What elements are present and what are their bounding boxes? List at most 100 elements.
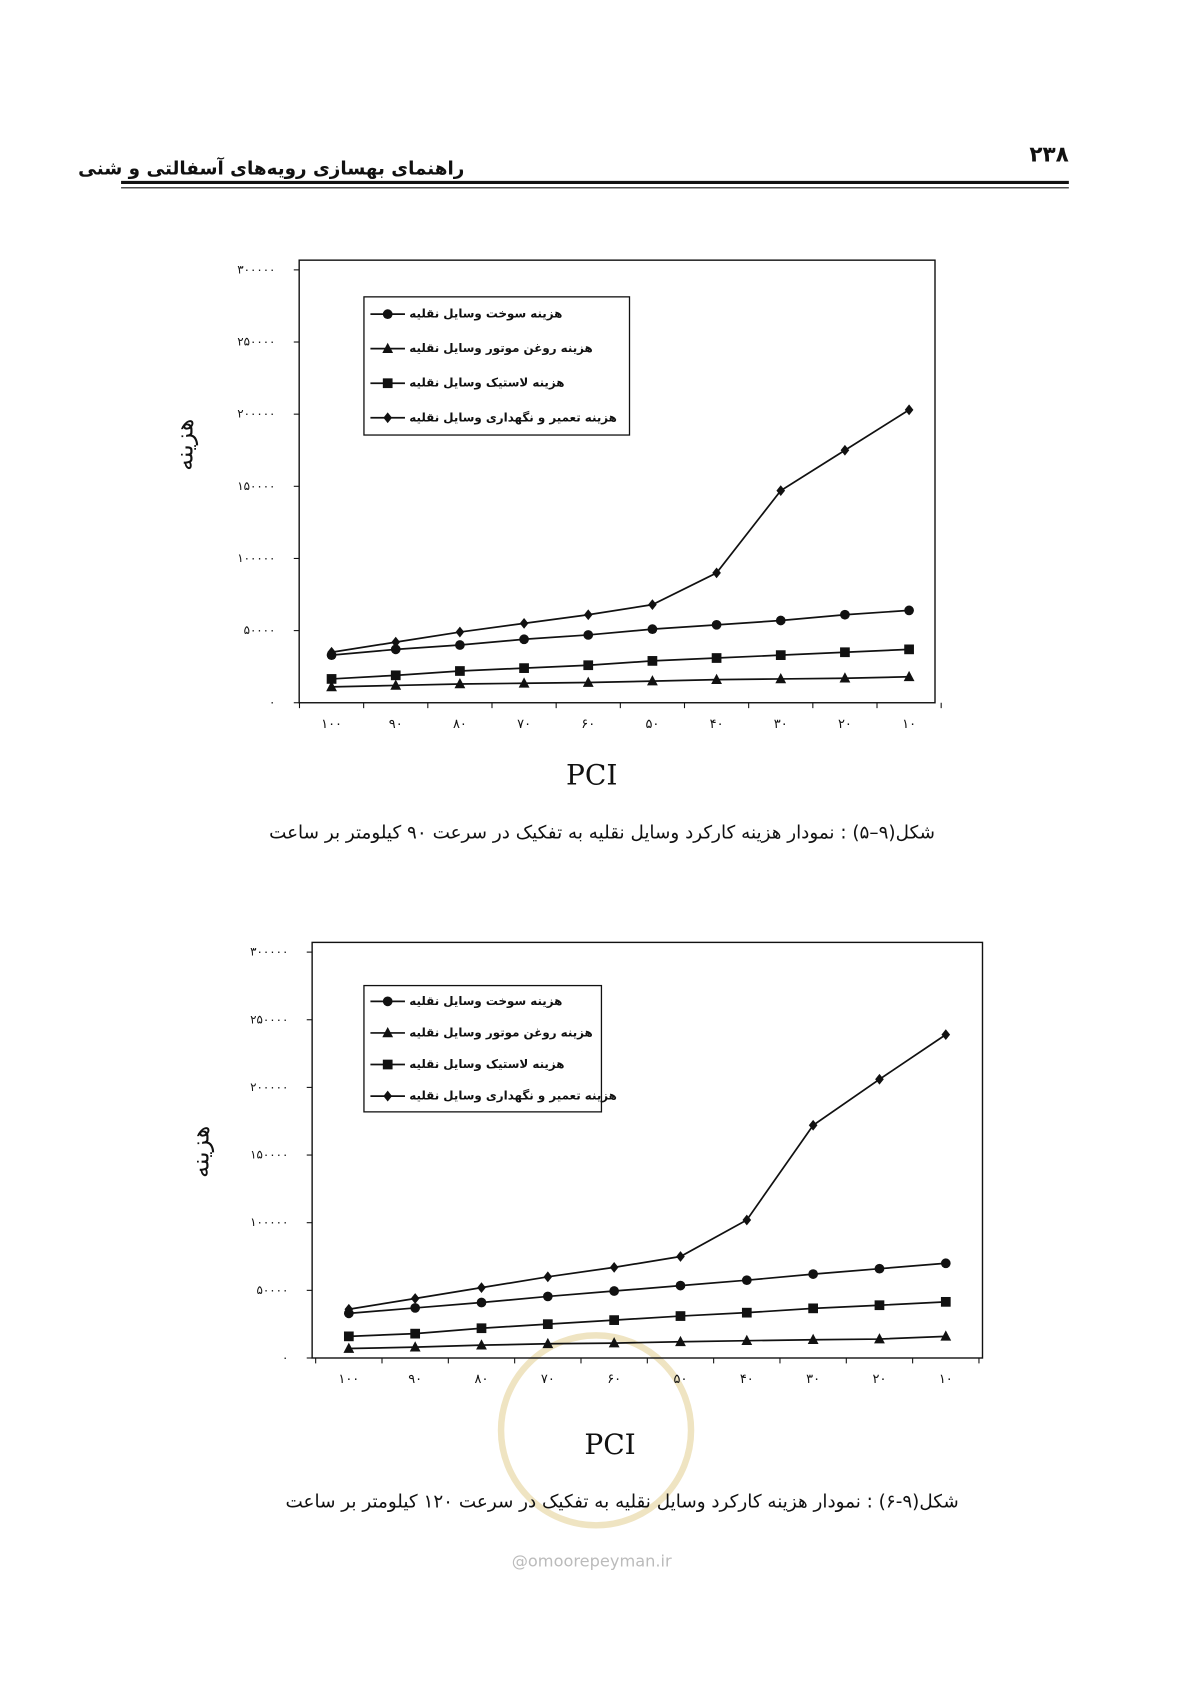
x-tick-label: ۲۰ (873, 1372, 887, 1387)
series-line (331, 675, 910, 688)
legend-label: هزینه لاستیک وسایل نقلیه (409, 376, 564, 391)
data-point (583, 609, 593, 621)
data-point (839, 672, 851, 683)
data-point (455, 640, 465, 650)
legend-box (363, 296, 631, 436)
data-point (542, 1319, 553, 1330)
data-point (648, 599, 657, 611)
data-point (326, 680, 337, 692)
legend-label: هزینه تعمیر و نگهداری وسایل نقلیه (409, 410, 617, 425)
legend-label: هزینه لاستیک وسایل نقلیه (409, 1057, 564, 1072)
y-tick-label: ۱۵۰۰۰۰ (250, 1148, 288, 1162)
data-point (391, 636, 401, 648)
data-point (775, 615, 786, 626)
data-point (343, 1342, 355, 1353)
data-point (409, 1341, 421, 1352)
x-tick-label: ۵۰ (674, 1372, 688, 1387)
data-point (382, 309, 393, 319)
data-point (344, 1303, 354, 1315)
data-point (382, 1059, 393, 1070)
x-tick-label: ۲۰ (838, 717, 852, 732)
data-point (609, 1261, 619, 1273)
data-point (455, 666, 465, 676)
y-tick-label: ۲۰۰۰۰۰ (237, 407, 275, 421)
data-point (711, 653, 722, 663)
data-point (454, 678, 466, 689)
data-point (675, 1335, 686, 1347)
watermark: @omoorepeyman.ir (512, 1552, 672, 1571)
series-line (348, 1335, 946, 1350)
data-point (383, 1090, 393, 1102)
data-point (840, 647, 850, 658)
data-point (808, 1303, 818, 1314)
data-point (609, 1286, 620, 1296)
data-point (941, 1029, 951, 1041)
legend-label: هزینه تعمیر و نگهداری وسایل نقلیه (409, 1089, 617, 1104)
data-point (583, 630, 594, 640)
series-line (348, 1262, 946, 1315)
data-point (382, 342, 394, 353)
data-point (940, 1258, 951, 1269)
watermark-logo (497, 1332, 695, 1529)
data-point (410, 1303, 421, 1313)
data-point (775, 650, 786, 660)
y-tick-label: ۳۰۰۰۰۰ (250, 945, 288, 959)
data-point (676, 1251, 685, 1262)
data-point (455, 626, 465, 638)
data-point (476, 1323, 487, 1334)
figure-caption: شکل(۹–۵) : نمودار هزینه کارکرد وسایل نقل… (269, 822, 935, 843)
y-tick-label: ۲۰۰۰۰۰ (250, 1080, 288, 1094)
data-point (647, 656, 658, 666)
data-point (904, 605, 914, 616)
y-tick-label: ۱۵۰۰۰۰ (237, 479, 275, 493)
data-point (840, 444, 850, 456)
data-point (382, 1026, 394, 1038)
data-point (940, 1296, 951, 1307)
legend-label: هزینه سوخت وسایل نقلیه (409, 994, 562, 1009)
data-point (390, 679, 402, 690)
series-line (331, 648, 910, 680)
data-point (609, 1315, 620, 1325)
legend-box (363, 984, 603, 1113)
data-point (382, 996, 393, 1007)
data-point (874, 1263, 885, 1274)
data-point (874, 1333, 885, 1344)
x-tick-label: ۱۰۰ (338, 1372, 359, 1387)
x-tick-label: ۴۰ (740, 1372, 754, 1387)
data-point (543, 1271, 553, 1283)
data-point (904, 404, 914, 416)
x-tick-label: ۶۰ (607, 1372, 621, 1387)
x-tick-label: ۷۰ (541, 1372, 555, 1387)
y-tick-label: ۰ (282, 1350, 288, 1364)
x-axis-title: PCI (584, 1428, 635, 1461)
data-point (711, 673, 722, 684)
y-tick-label: ۵۰۰۰۰ (244, 623, 276, 637)
data-point (519, 634, 529, 645)
data-point (712, 567, 721, 579)
data-point (390, 670, 401, 681)
data-point (582, 676, 594, 687)
data-point (327, 646, 336, 658)
x-axis-title: PCI (566, 759, 617, 792)
data-point (775, 673, 787, 684)
data-point (874, 1300, 885, 1311)
x-tick-label: ۱۰ (902, 717, 916, 732)
data-point (343, 1331, 354, 1342)
data-point (647, 675, 658, 686)
data-point (808, 1119, 818, 1131)
page-number: ۲۳۸ (1029, 142, 1069, 167)
data-point (675, 1280, 686, 1291)
x-tick-label: ۴۰ (710, 717, 724, 732)
data-point (741, 1334, 753, 1345)
x-tick-label: ۱۰ (939, 1372, 953, 1387)
x-tick-label: ۹۰ (389, 717, 403, 732)
data-point (875, 1073, 884, 1085)
plot-frame (298, 259, 936, 704)
x-tick-label: ۱۰۰ (321, 717, 342, 732)
x-tick-label: ۹۰ (408, 1372, 422, 1387)
data-point (776, 485, 786, 497)
series-line (331, 409, 910, 654)
series-line (331, 609, 910, 656)
